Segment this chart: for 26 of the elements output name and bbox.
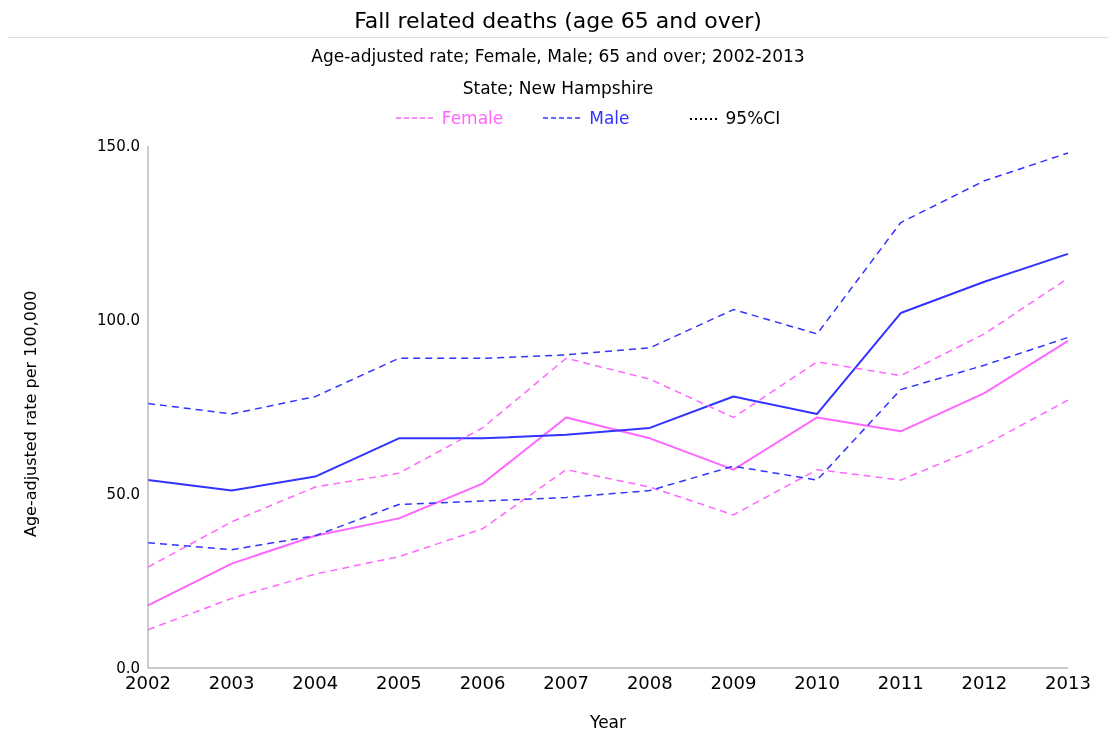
x-tick-label: 2012	[961, 671, 1008, 693]
x-tick-label: 2009	[710, 671, 757, 693]
x-tick-label: 2008	[626, 671, 673, 693]
line-series	[147, 252, 1069, 492]
y-tick-label: 150.0	[97, 137, 140, 156]
text: 95%CI	[724, 108, 781, 128]
y-axis-title: Age-adjusted rate per 100,000	[20, 290, 40, 537]
chart-title: Fall related deaths (age 65 and over)	[353, 8, 763, 33]
x-axis-title: Year	[589, 712, 626, 732]
x-tick-label: 2011	[877, 671, 924, 693]
x-tick-label: 2010	[794, 671, 840, 693]
chart-subtitle: Age-adjusted rate; Female, Male; 65 and over; 2002-2013 State; New Hampshire	[310, 45, 806, 100]
x-tick-label: 2004	[292, 671, 339, 693]
legend-label: Female	[440, 108, 504, 128]
y-tick-label: 100.0	[97, 311, 140, 330]
y-tick-label: 50.0	[106, 485, 140, 504]
line-series	[147, 152, 1069, 415]
legend-label: Male	[588, 108, 630, 128]
x-tick-label: 2005	[376, 671, 422, 693]
line-series	[147, 339, 1069, 607]
line-series	[147, 336, 1069, 551]
x-tick-label: 2003	[208, 671, 255, 693]
line-series	[147, 399, 1069, 631]
x-tick-label: 2013	[1045, 671, 1091, 693]
x-tick-label: 2006	[459, 671, 506, 693]
x-tick-label: 2007	[543, 671, 590, 693]
